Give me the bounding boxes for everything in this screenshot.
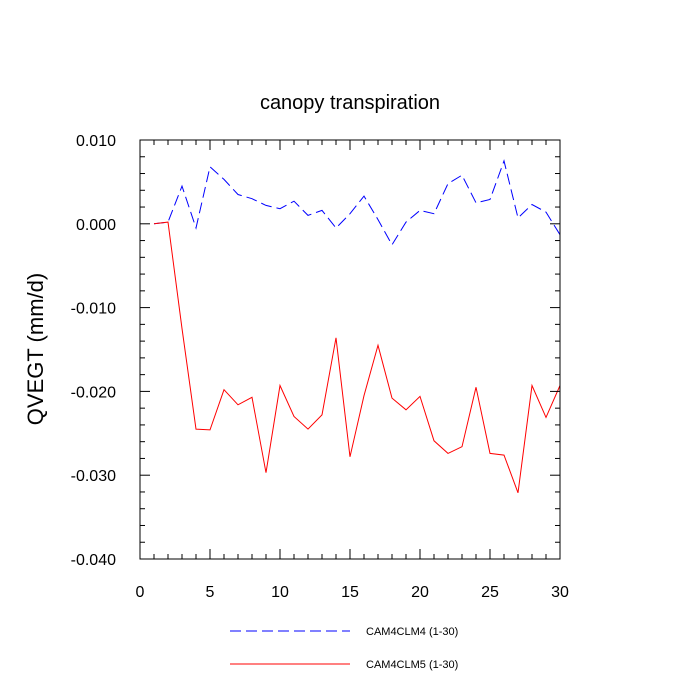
legend: CAM4CLM4 (1-30) CAM4CLM5 (1-30)	[230, 626, 458, 671]
x-tick-label: 5	[206, 584, 215, 601]
plot-area	[153, 159, 561, 493]
legend-label: CAM4CLM5 (1-30)	[366, 659, 458, 671]
y-axis-label: QVEGT (mm/d)	[23, 273, 48, 425]
y-tick-label: -0.020	[71, 384, 116, 401]
y-tick-label: -0.040	[71, 552, 116, 569]
x-tick-label: 25	[481, 584, 499, 601]
chart-title: canopy transpiration	[260, 92, 440, 114]
plot-frame	[139, 139, 561, 560]
y-tick-label: 0.010	[76, 133, 116, 150]
x-tick-label: 0	[136, 584, 145, 601]
y-tick-label: -0.010	[71, 301, 116, 318]
x-tick-label: 10	[271, 584, 289, 601]
axes: 0 5 10 15 20 25 30 0.010 0.000 -0.010 -0.020 -0.030…	[71, 133, 569, 601]
y-tick-label: 0.000	[76, 217, 116, 234]
x-tick-label: 20	[411, 584, 429, 601]
series-line-cam4clm5-1-30	[153, 221, 561, 493]
x-tick-label: 15	[341, 584, 359, 601]
x-tick-label: 30	[551, 584, 569, 601]
y-tick-label: -0.030	[71, 468, 116, 485]
legend-label: CAM4CLM4 (1-30)	[366, 626, 458, 638]
series-line-cam4clm4-1-30	[153, 159, 561, 246]
